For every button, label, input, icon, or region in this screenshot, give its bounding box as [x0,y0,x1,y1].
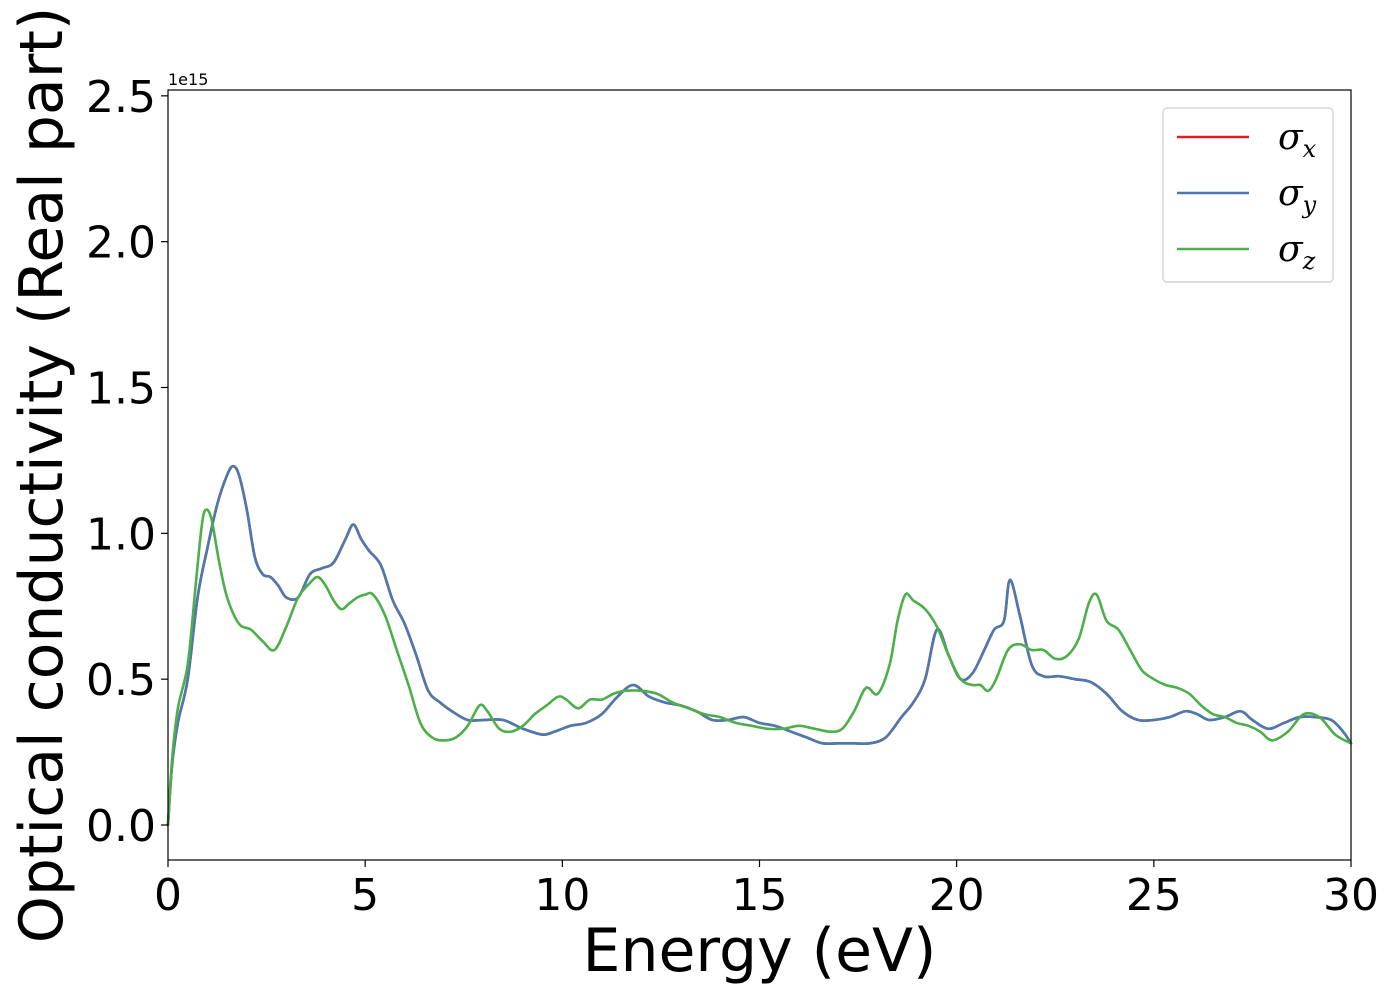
y-tick-label: 1.5 [86,364,156,415]
series-layer [166,464,1353,827]
series-line-z [166,508,1353,827]
x-tick-label: 20 [929,870,985,921]
legend-label: σy [1278,173,1317,219]
x-tick-label: 25 [1126,870,1182,921]
legend-box [1162,107,1334,283]
legend-item-x: σx [1177,117,1317,163]
y-tick-label: 0.5 [86,655,156,706]
legend-items: σx σy σz [1177,117,1317,275]
y-axis-title: Optical conductivity (Real part) [7,7,77,944]
series-line-x [166,464,1353,827]
x-tick-label: 10 [534,870,590,921]
legend-label: σz [1278,229,1316,275]
x-tick-label: 5 [351,870,379,921]
y-tick-label: 2.5 [86,72,156,123]
legend: σx σy σz [1162,107,1334,283]
legend-label: σx [1278,117,1317,163]
x-tick-label: 30 [1323,870,1379,921]
x-axis-title: Energy (eV) [583,916,937,986]
y-tick-label: 2.0 [86,218,156,269]
x-tick-label: 0 [154,870,182,921]
y-tick-label: 1.0 [86,509,156,560]
y-axis-ticks: 0.0 0.5 1.0 1.5 2.0 2.5 [86,72,168,852]
series-line-y [166,464,1353,827]
x-tick-label: 15 [732,870,788,921]
y-axis-offset-label: 1e15 [168,70,208,89]
x-axis-ticks: 0 5 10 15 20 25 30 [154,860,1379,921]
y-tick-label: 0.0 [86,801,156,852]
legend-item-y: σy [1177,173,1317,219]
legend-item-z: σz [1177,229,1316,275]
